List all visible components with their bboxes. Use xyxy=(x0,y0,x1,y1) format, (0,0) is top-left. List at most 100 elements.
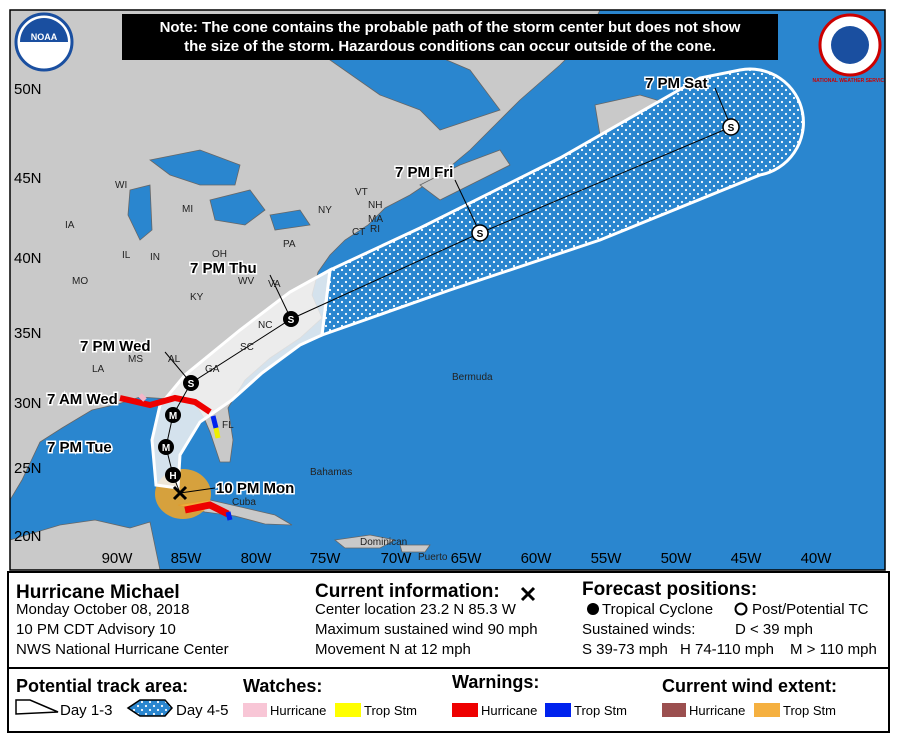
lon-label: 90W xyxy=(102,550,134,567)
legend-item: Hurricane xyxy=(689,703,745,718)
place-label: Bermuda xyxy=(452,372,493,383)
forecast-points: S S S S M M H xyxy=(158,118,740,501)
legend-item: Hurricane xyxy=(270,703,326,718)
state-label: GA xyxy=(205,364,220,375)
lat-label: 40N xyxy=(14,250,42,267)
tc-point xyxy=(283,311,299,327)
forecast-tropical: Tropical Cyclone xyxy=(602,601,713,618)
lon-label: 70W xyxy=(381,550,413,567)
state-label: WV xyxy=(238,276,254,287)
place-label: Cuba xyxy=(232,497,256,508)
time-label: 7 PM Sat xyxy=(645,75,708,92)
lat-label: 25N xyxy=(14,460,42,477)
legend-item: Hurricane xyxy=(481,703,537,718)
point-symbol: S xyxy=(728,123,735,134)
forecast-s: S 39-73 mph xyxy=(582,641,668,658)
place-label: Bahamas xyxy=(310,467,352,478)
forecast-post: Post/Potential TC xyxy=(752,601,869,618)
nws-logo-inner xyxy=(831,26,869,64)
tc-point xyxy=(158,439,174,455)
state-label: IA xyxy=(65,220,75,231)
time-labels: 7 PM Sat 7 PM Fri 7 PM Thu 7 PM Wed 7 AM… xyxy=(46,74,710,499)
time-label: 7 AM Wed xyxy=(47,391,118,408)
trop-watch xyxy=(213,427,221,439)
current-heading: Current information: xyxy=(315,581,500,602)
leader-line xyxy=(269,274,292,320)
state-label: KY xyxy=(190,292,204,303)
point-symbol: S xyxy=(288,315,295,326)
day45-icon xyxy=(126,699,173,717)
state-label: MS xyxy=(128,354,143,365)
storm-center: NWS National Hurricane Center xyxy=(16,641,229,658)
time-label: 7 PM Thu xyxy=(190,260,257,277)
state-label: WI xyxy=(115,180,127,191)
legend-item: Trop Stm xyxy=(364,703,417,718)
lat-label: 45N xyxy=(14,170,42,187)
land-mexico xyxy=(10,519,161,570)
land-nova-scotia xyxy=(419,149,511,201)
current-line: Center location 23.2 N 85.3 W xyxy=(315,601,517,618)
note-box xyxy=(122,14,778,60)
tc-point xyxy=(165,467,181,483)
forecast-winds: Sustained winds: xyxy=(582,621,695,638)
state-label: OH xyxy=(212,249,227,260)
forecast-m: M > 110 mph xyxy=(790,641,877,658)
swatch xyxy=(662,703,686,717)
swatch xyxy=(545,703,571,717)
time-label: 7 PM Wed xyxy=(80,338,151,355)
swatch xyxy=(243,703,267,717)
noaa-logo-top xyxy=(20,18,68,42)
storm-name: Hurricane Michael xyxy=(16,582,180,603)
note-line: the size of the storm. Hazardous conditi… xyxy=(184,38,716,55)
point-symbol: H xyxy=(169,471,176,482)
leader-line xyxy=(179,487,216,494)
lat-label: 50N xyxy=(14,81,42,98)
swatch xyxy=(335,703,361,717)
legend-heading: Warnings: xyxy=(452,672,539,692)
state-label: NH xyxy=(368,200,382,211)
legend-heading: Current wind extent: xyxy=(662,676,837,696)
swatch xyxy=(754,703,780,717)
state-label: RI xyxy=(370,224,380,235)
forecast-heading: Forecast positions: xyxy=(582,579,757,600)
cone-day-4-5 xyxy=(320,67,805,338)
land-islands xyxy=(334,534,431,553)
note-line: Note: The cone contains the probable pat… xyxy=(160,19,741,36)
lon-label: 65W xyxy=(451,550,483,567)
state-label: NY xyxy=(318,205,332,216)
point-symbol: S xyxy=(477,229,484,240)
lon-label: 75W xyxy=(310,550,342,567)
tc-point xyxy=(183,375,199,391)
state-label: MO xyxy=(72,276,88,287)
map-border xyxy=(9,9,886,571)
tc-icon xyxy=(587,603,599,615)
point-symbol: M xyxy=(162,443,170,454)
swatch xyxy=(452,703,478,717)
point-symbol: M xyxy=(169,411,177,422)
state-label: VA xyxy=(268,279,281,290)
leader-line xyxy=(454,179,481,234)
post-tc-point xyxy=(471,224,489,242)
trop-warning xyxy=(210,415,233,521)
post-tc-point xyxy=(722,118,740,136)
storm-advisory: 10 PM CDT Advisory 10 xyxy=(16,621,176,638)
point-symbol: S xyxy=(188,379,195,390)
forecast-h: H 74-110 mph xyxy=(680,641,774,658)
lon-label: 60W xyxy=(521,550,553,567)
lat-labels: 50N 45N 40N 35N 30N 25N 20N xyxy=(14,81,42,545)
hurricane-warning xyxy=(184,501,230,518)
noaa-text: NOAA xyxy=(31,32,58,42)
state-label: VT xyxy=(355,187,368,198)
hurricane-watch xyxy=(138,393,147,402)
state-label: IN xyxy=(150,252,160,263)
day13-icon xyxy=(15,699,59,715)
current-position xyxy=(172,485,188,501)
nws-text: NATIONAL WEATHER SERVICE xyxy=(813,78,889,84)
state-label: SC xyxy=(240,342,254,353)
lon-label: 55W xyxy=(591,550,623,567)
lon-label: 40W xyxy=(801,550,833,567)
state-label: PA xyxy=(283,239,296,250)
legend-heading: Watches: xyxy=(243,676,322,696)
map: WI MI NY VT NH MA CT RI IA IL IN OH PA M… xyxy=(10,10,889,570)
